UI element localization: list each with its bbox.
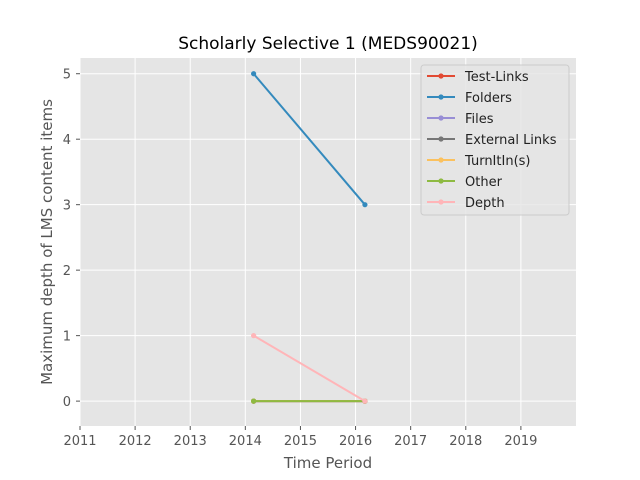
legend-item-turnitin-s: TurnItIn(s) [427, 154, 530, 169]
data-point-depth [362, 398, 368, 404]
legend-item-folders: Folders [427, 91, 512, 106]
legend-marker [438, 136, 444, 142]
x-tick-label: 2017 [394, 434, 427, 449]
series-line-folders [252, 73, 366, 206]
legend-label: External Links [465, 133, 557, 148]
y-tick-label: 1 [63, 330, 71, 345]
series-line-depth [253, 334, 366, 402]
x-tick-label: 2018 [449, 434, 482, 449]
legend-label: TurnItIn(s) [464, 154, 530, 169]
x-axis-label: Time Period [283, 454, 372, 472]
legend-box [420, 64, 570, 216]
legend-label: Folders [465, 91, 512, 106]
legend-item-external-links: External Links [427, 133, 557, 148]
y-tick-label: 4 [63, 133, 71, 148]
data-point-depth [251, 333, 257, 339]
legend-marker [438, 157, 444, 163]
data-point-other [251, 398, 257, 404]
y-axis-label: Maximum depth of LMS content items [38, 99, 56, 385]
series-layer [251, 71, 368, 404]
y-tick-label: 5 [63, 68, 71, 83]
legend-marker [438, 199, 444, 205]
legend-label: Other [465, 175, 503, 190]
legend-marker [438, 178, 444, 184]
legend-label: Depth [465, 196, 505, 211]
legend-marker [438, 94, 444, 100]
y-tick-label: 0 [63, 395, 71, 410]
legend-label: Test-Links [464, 70, 529, 85]
y-tick-label: 3 [63, 199, 71, 214]
legend-label: Files [465, 112, 494, 127]
legend-item-test-links: Test-Links [427, 70, 529, 85]
y-tick-label: 2 [63, 264, 71, 279]
x-tick-label: 2014 [229, 434, 262, 449]
data-point-folders [251, 71, 257, 77]
data-point-folders [362, 202, 368, 208]
x-tick-label: 2019 [504, 434, 537, 449]
x-tick-label: 2016 [339, 434, 372, 449]
legend-item-depth: Depth [427, 196, 505, 211]
legend: Test-Links Folders Files External Links Turn… [420, 64, 570, 216]
legend-item-files: Files [427, 112, 494, 127]
x-tick-label: 2013 [174, 434, 207, 449]
x-tick-label: 2012 [119, 434, 152, 449]
legend-marker [438, 115, 444, 121]
y-tick-labels: 0 1 2 3 4 5 [63, 68, 71, 410]
legend-item-other: Other [427, 175, 503, 190]
legend-marker [438, 73, 444, 79]
series-folders [251, 71, 368, 208]
x-tick-label: 2015 [284, 434, 317, 449]
x-tick-labels: 2011 2012 2013 2014 2015 2016 2017 2018 2019 [63, 434, 537, 449]
series-depth [251, 333, 368, 404]
chart-title: Scholarly Selective 1 (MEDS90021) [178, 34, 478, 54]
x-tick-label: 2011 [63, 434, 96, 449]
